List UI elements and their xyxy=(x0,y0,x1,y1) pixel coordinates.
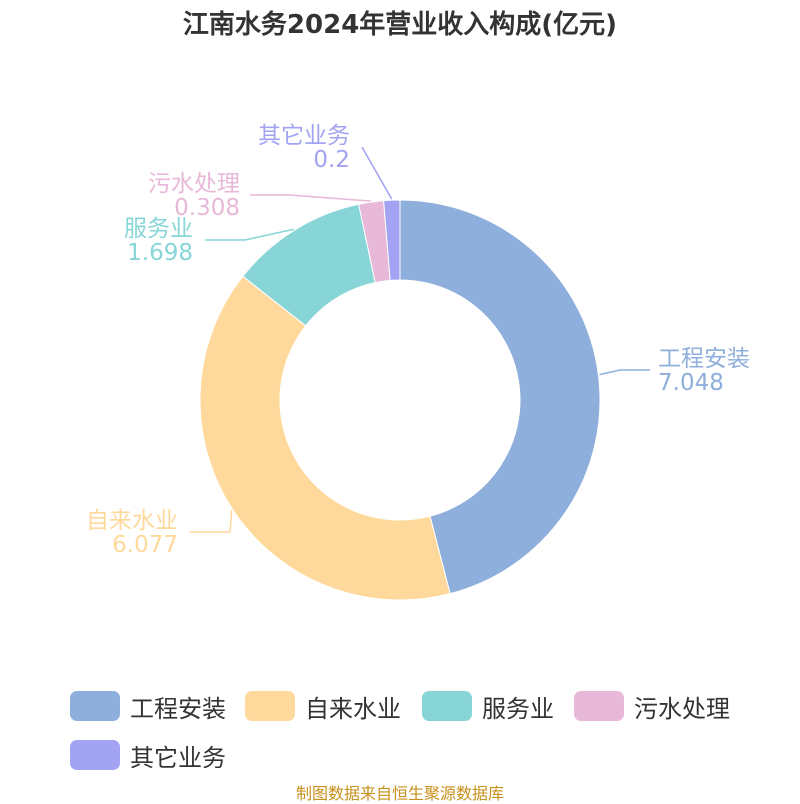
legend-item-services[interactable]: 服务业 xyxy=(422,690,554,723)
legend-label: 自来水业 xyxy=(305,694,401,723)
slice-value-other: 0.2 xyxy=(313,147,350,173)
legend-label: 污水处理 xyxy=(634,694,730,723)
legend-swatch xyxy=(70,691,120,721)
legend-item-other[interactable]: 其它业务 xyxy=(70,739,226,772)
slice-label-water-supply: 自来水业 xyxy=(86,508,178,534)
legend-label: 其它业务 xyxy=(130,743,226,772)
slice-label-sewage: 污水处理 xyxy=(148,171,240,197)
slice-label-other: 其它业务 xyxy=(258,123,350,149)
label-leader-lines xyxy=(190,146,650,533)
slice-value-sewage: 0.308 xyxy=(174,195,240,221)
leader-line-sewage xyxy=(250,194,371,202)
donut-slices xyxy=(199,199,601,601)
slice-value-water-supply: 6.077 xyxy=(112,532,178,558)
source-note: 制图数据来自恒生聚源数据库 xyxy=(295,784,504,803)
legend-swatch xyxy=(70,740,120,770)
legend-item-water-supply[interactable]: 自来水业 xyxy=(245,690,401,723)
leader-line-engineering xyxy=(599,369,650,376)
slice-engineering[interactable] xyxy=(399,199,601,595)
slice-water-supply[interactable] xyxy=(199,275,451,601)
slice-label-engineering: 工程安装 xyxy=(658,346,750,372)
leader-line-services xyxy=(205,228,295,241)
slice-value-engineering: 7.048 xyxy=(658,370,724,396)
legend-swatch xyxy=(245,691,295,721)
leader-line-other xyxy=(361,146,393,200)
legend-label: 工程安装 xyxy=(130,694,226,723)
slice-value-services: 1.698 xyxy=(127,240,193,266)
legend-swatch xyxy=(422,691,472,721)
legend-item-engineering[interactable]: 工程安装 xyxy=(70,690,226,723)
legend-item-sewage[interactable]: 污水处理 xyxy=(574,690,730,723)
slice-label-services: 服务业 xyxy=(124,216,193,242)
slice-other[interactable] xyxy=(383,199,401,281)
legend-swatch xyxy=(574,691,624,721)
leader-line-water-supply xyxy=(190,509,233,533)
legend-label: 服务业 xyxy=(482,694,554,723)
chart-title: 江南水务2024年营业收入构成(亿元) xyxy=(182,10,618,40)
